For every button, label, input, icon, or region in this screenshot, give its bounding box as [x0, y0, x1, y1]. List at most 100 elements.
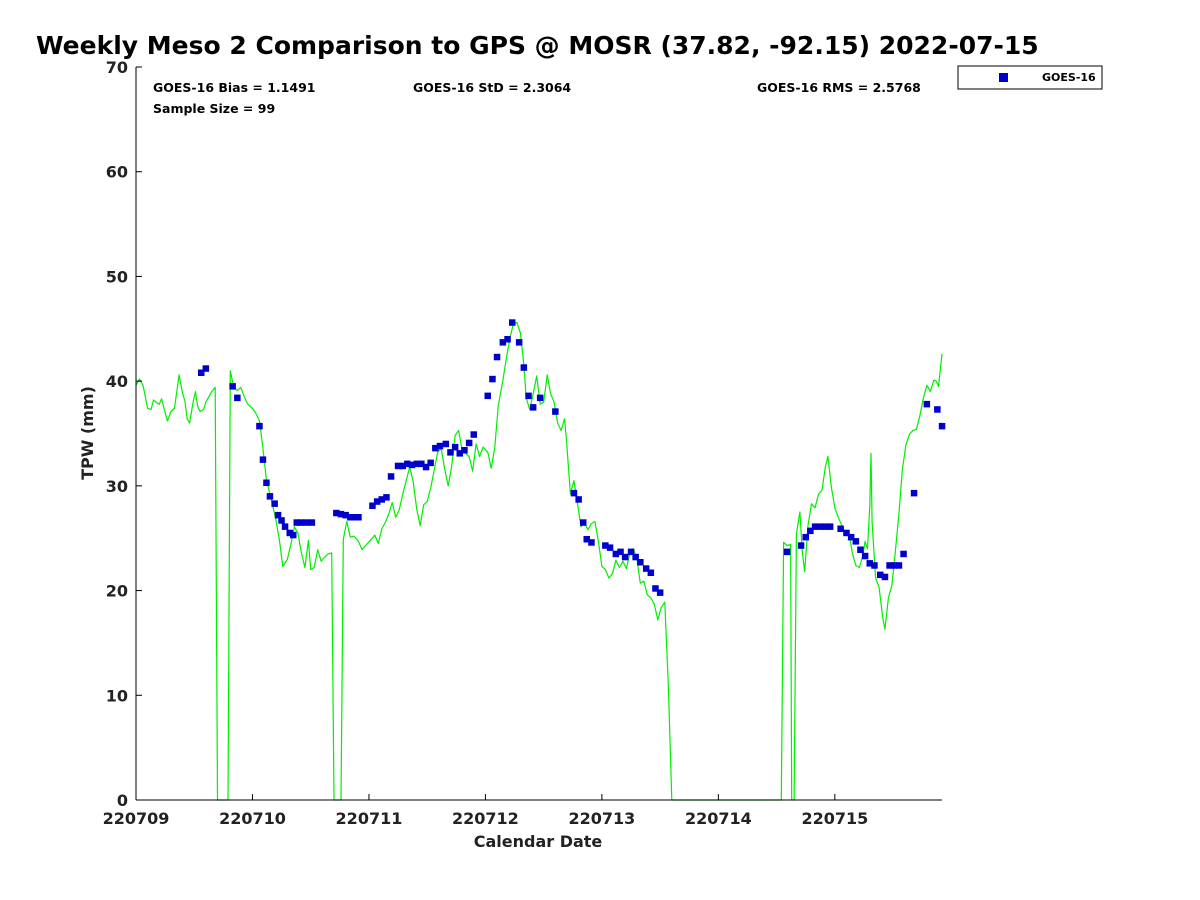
goes-data-point — [509, 319, 516, 326]
goes-data-point — [286, 529, 293, 537]
rms-stat: GOES-16 RMS = 2.5768 — [757, 80, 921, 95]
goes-data-point — [499, 339, 507, 346]
x-axis-label: Calendar Date — [474, 832, 603, 851]
goes-data-point — [263, 479, 270, 486]
y-axis-label: TPW (mm) — [78, 386, 97, 480]
goes-data-point — [612, 550, 620, 558]
legend-box — [957, 65, 1103, 90]
goes-data-point — [570, 489, 578, 497]
goes-data-point — [504, 336, 511, 343]
goes-data-point — [489, 375, 496, 383]
goes-data-point — [895, 562, 903, 569]
plot-background — [136, 67, 942, 800]
goes-data-point — [461, 447, 468, 454]
goes-data-point — [552, 408, 559, 415]
chart-title: Weekly Meso 2 Comparison to GPS @ MOSR (… — [36, 31, 1039, 60]
goes-data-point — [350, 514, 358, 521]
goes-data-point — [588, 539, 595, 546]
goes-data-point — [843, 529, 850, 537]
goes-data-point — [627, 548, 635, 556]
goes-data-point — [378, 496, 385, 503]
goes-data-point — [333, 509, 340, 517]
goes-data-point — [621, 553, 629, 561]
goes-data-point — [373, 498, 381, 505]
goes-data-point — [817, 523, 825, 530]
goes-data-point — [302, 519, 310, 526]
legend-goes-marker — [999, 73, 1008, 82]
goes-data-point — [274, 511, 282, 519]
goes-data-point — [290, 531, 297, 539]
goes-data-point — [436, 442, 444, 450]
goes-data-point — [802, 533, 809, 541]
goes-data-point — [606, 544, 614, 551]
x-tick-label: 220712 — [452, 809, 519, 828]
goes-data-point — [293, 519, 300, 526]
y-tick-label: 40 — [106, 372, 128, 391]
goes-data-point — [369, 502, 376, 509]
goes-data-point — [198, 369, 205, 376]
goes-data-point — [342, 511, 349, 519]
goes-data-point — [529, 404, 537, 411]
goes-data-point — [520, 364, 528, 371]
goes-data-point — [451, 443, 459, 451]
goes-data-point — [647, 569, 655, 576]
goes-data-point — [857, 546, 864, 553]
goes-data-point — [536, 394, 544, 402]
goes-data-point — [202, 365, 210, 372]
goes-data-point — [484, 392, 491, 400]
goes-data-point — [347, 514, 354, 521]
goes-data-point — [432, 444, 439, 452]
goes-data-point — [797, 542, 805, 549]
legend-goes-label: GOES-16 — [1042, 71, 1096, 84]
y-tick-label: 50 — [106, 267, 128, 286]
goes-data-point — [861, 552, 869, 560]
goes-data-point — [266, 493, 274, 500]
goes-data-point — [783, 548, 791, 556]
goes-data-point — [355, 514, 362, 521]
goes-data-point — [822, 523, 829, 530]
goes-data-point — [866, 560, 873, 567]
x-tick-label: 220714 — [685, 809, 752, 828]
goes-data-point — [617, 548, 624, 556]
goes-data-point — [575, 496, 582, 503]
goes-data-point — [891, 562, 898, 569]
goes-data-point — [259, 456, 267, 463]
goes-data-point — [826, 523, 834, 530]
goes-data-point — [493, 353, 501, 361]
goes-data-point — [923, 400, 931, 408]
goes-data-point — [413, 460, 420, 468]
goes-data-point — [271, 500, 278, 507]
goes-data-point — [837, 525, 844, 532]
y-tick-label: 60 — [106, 163, 128, 182]
goes-data-point — [456, 450, 463, 457]
goes-data-point — [387, 473, 395, 480]
gps-line-layer — [135, 321, 943, 801]
goes-data-point — [229, 383, 236, 390]
goes-data-point — [807, 527, 814, 535]
goes-data-point — [427, 459, 434, 467]
goes-data-point — [447, 449, 454, 456]
goes-data-point — [525, 392, 532, 400]
x-tick-label: 220709 — [103, 809, 170, 828]
goes-data-point — [637, 559, 644, 566]
x-ticks: 220709 220710 220711 220712 220713 220714 2207… — [103, 794, 868, 828]
goes-data-point — [470, 431, 477, 438]
x-tick-label: 220713 — [568, 809, 635, 828]
bias-stat: GOES-16 Bias = 1.1491 — [153, 80, 315, 95]
goes-data-point — [278, 517, 285, 524]
goes-data-point — [656, 589, 664, 596]
goes-data-point — [910, 489, 918, 497]
goes-data-point — [881, 573, 889, 581]
goes-data-point — [337, 510, 345, 518]
goes-data-point — [938, 422, 946, 430]
y-tick-label: 20 — [106, 582, 128, 601]
goes-data-point — [281, 523, 289, 530]
x-tick-label: 220710 — [219, 809, 286, 828]
y-ticks: 0 10 20 30 40 50 60 70 — [106, 58, 142, 810]
goes-marker-layer — [198, 319, 946, 596]
y-tick-label: 10 — [106, 686, 128, 705]
y-tick-label: 30 — [106, 477, 128, 496]
goes-data-point — [408, 461, 416, 469]
goes-data-point — [632, 553, 639, 561]
